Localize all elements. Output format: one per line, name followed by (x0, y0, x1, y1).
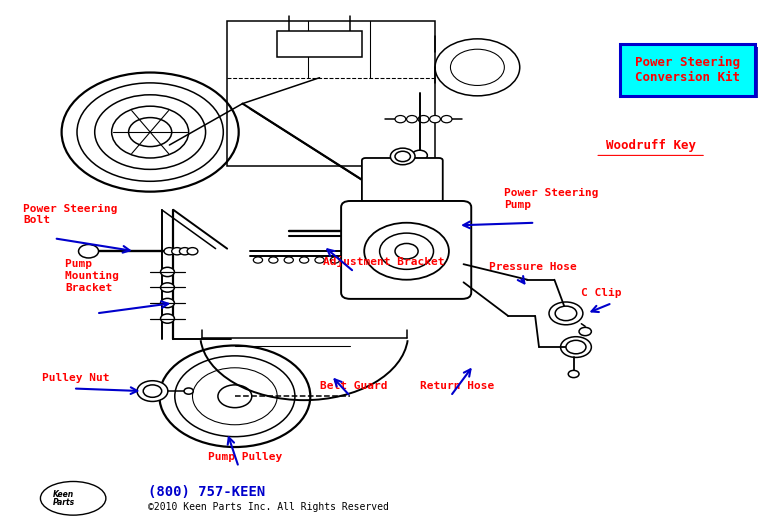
Text: Return Hose: Return Hose (420, 381, 494, 391)
Circle shape (390, 148, 415, 165)
Text: Power Steering
Conversion Kit: Power Steering Conversion Kit (634, 56, 740, 84)
Circle shape (179, 248, 190, 255)
Text: (800) 757-KEEN: (800) 757-KEEN (148, 485, 265, 499)
Circle shape (160, 298, 174, 308)
Circle shape (184, 388, 193, 394)
Text: Power Steering 
Bolt: Power Steering Bolt (23, 204, 124, 225)
Text: Pump 
Mounting 
Bracket: Pump Mounting Bracket (65, 260, 126, 293)
Circle shape (395, 243, 418, 259)
Circle shape (160, 283, 174, 292)
FancyBboxPatch shape (624, 47, 758, 98)
Text: Woodruff Key: Woodruff Key (606, 138, 695, 152)
Circle shape (160, 314, 174, 323)
Circle shape (441, 116, 452, 123)
Circle shape (187, 248, 198, 255)
Circle shape (164, 248, 175, 255)
Circle shape (412, 150, 427, 161)
Text: Keen: Keen (52, 490, 73, 499)
Circle shape (160, 267, 174, 277)
Circle shape (568, 370, 579, 378)
Text: Parts: Parts (52, 498, 75, 507)
Text: ©2010 Keen Parts Inc. All Rights Reserved: ©2010 Keen Parts Inc. All Rights Reserve… (148, 501, 389, 512)
FancyBboxPatch shape (341, 201, 471, 299)
Circle shape (407, 116, 417, 123)
Circle shape (566, 340, 586, 354)
Circle shape (418, 116, 429, 123)
Circle shape (395, 116, 406, 123)
FancyBboxPatch shape (620, 44, 755, 96)
Circle shape (79, 244, 99, 258)
Text: Pulley Nut: Pulley Nut (42, 373, 110, 383)
FancyBboxPatch shape (362, 158, 443, 212)
Text: Power Steering 
Pump: Power Steering Pump (504, 188, 605, 210)
Circle shape (430, 116, 440, 123)
Circle shape (137, 381, 168, 401)
Text: Pressure Hose: Pressure Hose (489, 262, 577, 272)
Ellipse shape (41, 482, 106, 515)
Text: Belt Guard: Belt Guard (320, 381, 387, 391)
FancyBboxPatch shape (277, 31, 362, 57)
Text: Pump Pulley: Pump Pulley (208, 452, 282, 462)
Text: Adjustment Bracket: Adjustment Bracket (323, 256, 445, 267)
Circle shape (555, 306, 577, 321)
Text: C Clip: C Clip (581, 288, 622, 298)
Circle shape (172, 248, 182, 255)
